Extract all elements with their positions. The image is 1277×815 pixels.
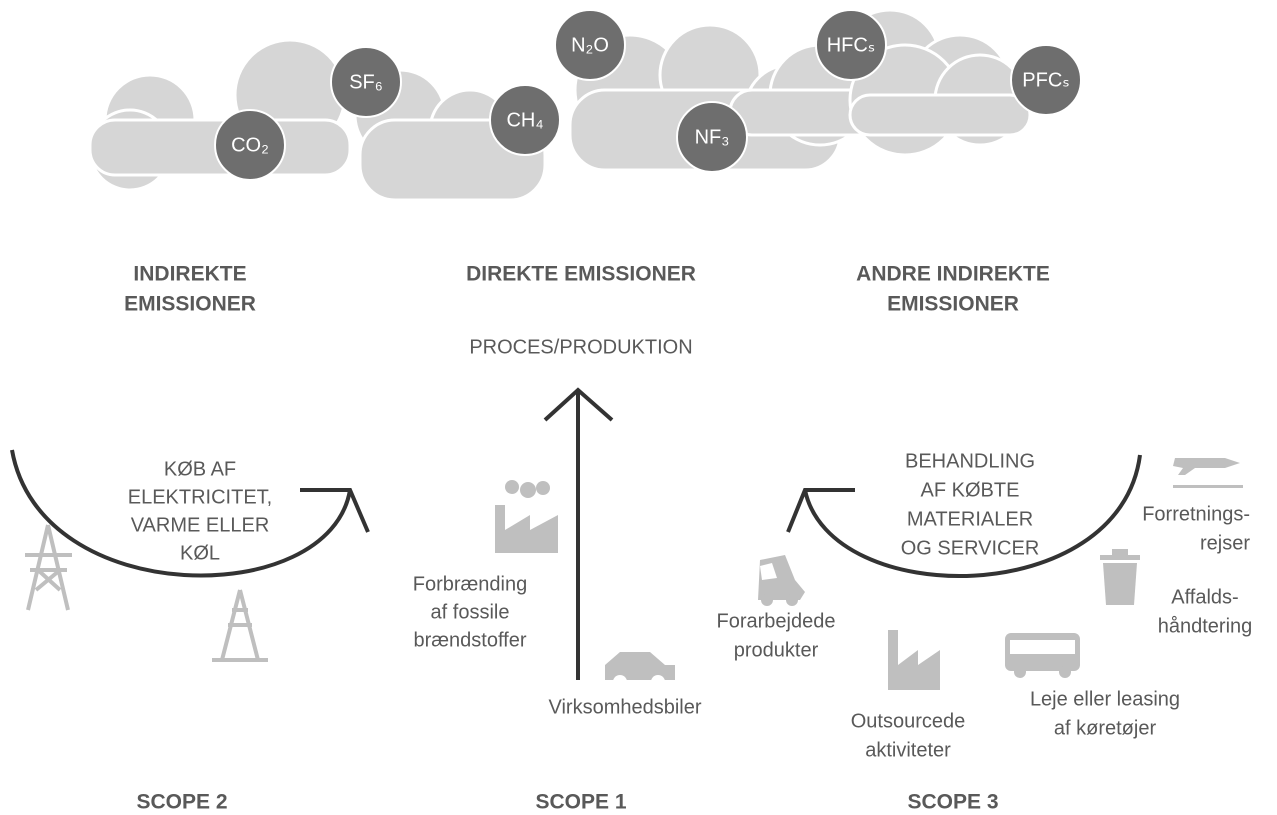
- arc-label: AF KØBTE: [921, 479, 1020, 501]
- item-label: Leje eller leasing: [1030, 688, 1180, 710]
- item-label: Virksomhedsbiler: [548, 696, 701, 718]
- heading: INDIREKTE: [133, 263, 246, 286]
- item-label: aktiviteter: [865, 739, 951, 761]
- pylon-icon: [25, 525, 72, 610]
- oil-rig-icon: [212, 590, 268, 660]
- gas-label: PFCₛ: [1022, 69, 1069, 91]
- car-icon: [605, 652, 675, 689]
- item-label: produkter: [734, 639, 819, 661]
- item-label: af fossile: [431, 601, 510, 623]
- item-label: Affalds-: [1171, 586, 1238, 608]
- gas-label: SF₆: [349, 71, 383, 93]
- outsource-factory-icon: [888, 630, 940, 690]
- item-label: Forarbejdede: [717, 610, 836, 632]
- item-label: Forretnings-: [1142, 503, 1250, 525]
- gas-label: N₂O: [571, 34, 609, 56]
- scope-label: SCOPE 2: [136, 791, 227, 814]
- gas-label: CO₂: [231, 134, 269, 156]
- factory-icon: [495, 480, 558, 553]
- heading: EMISSIONER: [887, 293, 1019, 316]
- item-label: af køretøjer: [1054, 717, 1157, 739]
- plane-icon: [1173, 458, 1243, 488]
- item-label: brændstoffer: [413, 629, 526, 651]
- bin-icon: [1100, 549, 1140, 605]
- gas-label: HFCₛ: [827, 34, 876, 56]
- item-label: Outsourcede: [851, 710, 966, 732]
- scope-label: SCOPE 3: [907, 791, 998, 814]
- loader-icon: [758, 555, 805, 606]
- arrow-label: PROCES/PRODUKTION: [469, 336, 692, 358]
- arc-label: KØL: [180, 542, 220, 564]
- arc-label: BEHANDLING: [905, 450, 1035, 472]
- item-label: Forbrænding: [413, 573, 528, 595]
- gas-label: CH₄: [506, 109, 543, 131]
- diagram: INDIREKTE EMISSIONER DIREKTE EMISSIONER AND…: [0, 0, 1277, 815]
- arc-label: KØB AF: [164, 458, 236, 480]
- arc-label: ELEKTRICITET,: [128, 486, 272, 508]
- scope-label: SCOPE 1: [535, 791, 626, 814]
- bus-icon: [1005, 633, 1080, 678]
- arc-label: OG SERVICER: [901, 537, 1040, 559]
- labels: INDIREKTE EMISSIONER DIREKTE EMISSIONER AND…: [124, 263, 1252, 814]
- item-label: håndtering: [1158, 615, 1253, 637]
- heading: DIREKTE EMISSIONER: [466, 263, 696, 286]
- arc-label: MATERIALER: [907, 508, 1033, 530]
- heading: EMISSIONER: [124, 293, 256, 316]
- gas-label: NF₃: [695, 126, 730, 148]
- heading: ANDRE INDIREKTE: [856, 263, 1050, 286]
- arc-label: VARME ELLER: [131, 514, 270, 536]
- item-label: rejser: [1200, 532, 1250, 554]
